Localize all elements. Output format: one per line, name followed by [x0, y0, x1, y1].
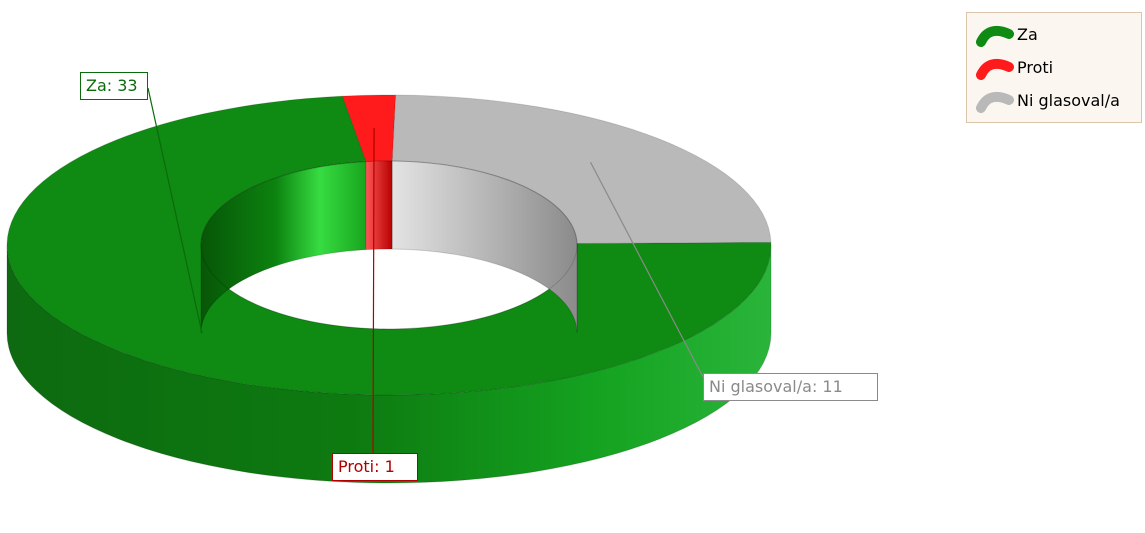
legend-label-proti: Proti [1017, 58, 1054, 77]
donut-top-faces [6, 94, 772, 396]
green-arc-icon [976, 25, 1014, 47]
red-arc-icon [976, 58, 1014, 80]
inner-wall-proti-0 [365, 160, 393, 251]
inner-wall-ni-glasoval-0 [391, 160, 578, 332]
chart-legend: Za Proti Ni glasoval/a [966, 12, 1142, 123]
legend-item-ni-glasoval: Ni glasoval/a [975, 87, 1120, 115]
top-face-za [6, 95, 772, 396]
data-label-za: Za: 33 [80, 72, 148, 100]
data-label-ni-glasoval: Ni glasoval/a: 11 [703, 373, 878, 401]
data-label-proti: Proti: 1 [332, 453, 418, 481]
gray-arc-icon [976, 91, 1014, 113]
data-label-leaders [147, 87, 704, 454]
leader-line-proti [372, 128, 375, 454]
legend-label-ni-glasoval: Ni glasoval/a [1017, 91, 1120, 110]
legend-item-za: Za [975, 21, 1038, 49]
legend-label-za: Za [1017, 25, 1038, 44]
legend-item-proti: Proti [975, 54, 1053, 82]
inner-rim [200, 160, 578, 330]
leader-line-ni-glasoval [589, 161, 704, 378]
leader-line-za [147, 87, 203, 334]
donut-inner-walls [200, 160, 578, 334]
